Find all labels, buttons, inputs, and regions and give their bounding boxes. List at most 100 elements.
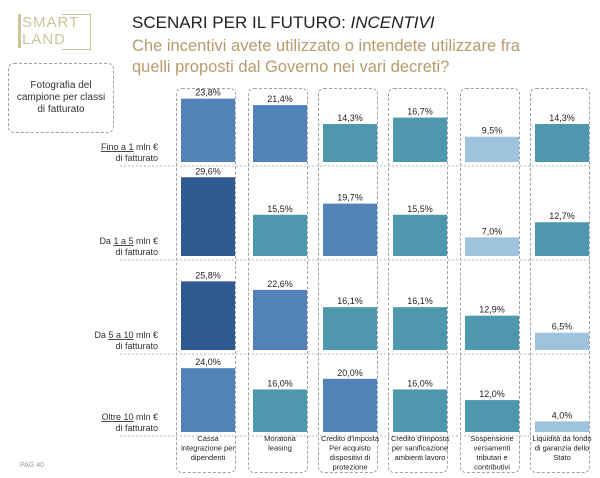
sample-legend-text: Fotografia del campione per classi di fa… xyxy=(16,80,106,115)
category-label-line: per sanificazione xyxy=(392,444,448,453)
row-label-sub: di fatturato xyxy=(115,423,158,433)
category-label-line: leasing xyxy=(268,444,292,453)
category-label-line: Per acquisto xyxy=(329,444,371,453)
column-frame-5 xyxy=(460,88,520,473)
category-label-line: Sospensione xyxy=(470,434,513,443)
bar xyxy=(323,123,377,162)
bar-value-label: 16,7% xyxy=(407,107,433,117)
bar-value-label: 20,0% xyxy=(337,368,363,378)
row-label-range: Fino a 1 xyxy=(101,142,134,152)
bar xyxy=(535,222,589,256)
bar-value-label: 12,7% xyxy=(549,211,575,221)
row-label-sub: di fatturato xyxy=(115,153,158,163)
bar-value-label: 15,5% xyxy=(267,204,293,214)
category-label-line: Liquidità da fondo xyxy=(532,434,591,443)
bar xyxy=(253,289,307,350)
bar-value-label: 14,3% xyxy=(549,113,575,123)
bar xyxy=(253,214,307,256)
bar-value-label: 9,5% xyxy=(482,126,503,136)
bar xyxy=(465,315,519,350)
bar xyxy=(393,389,447,432)
bar-value-label: 14,3% xyxy=(337,113,363,123)
category-label-line: versamenti xyxy=(474,444,511,453)
bar xyxy=(253,105,307,162)
bar xyxy=(253,389,307,432)
page-subtitle: Che incentivi avete utilizzato o intende… xyxy=(132,37,520,76)
bar xyxy=(323,378,377,432)
category-label-line: contributivi xyxy=(474,463,510,472)
row-label: Da 5 a 10 mln € xyxy=(94,330,158,340)
category-label-line: dipendenti xyxy=(191,453,226,462)
bar xyxy=(535,123,589,162)
page-title: SCENARI PER IL FUTURO: INCENTIVI xyxy=(132,13,435,33)
bar-value-label: 16,1% xyxy=(337,296,363,306)
category-label-line: integrazione per xyxy=(181,444,235,453)
column-frame-3 xyxy=(318,88,378,473)
category-label-line: Credito d'imposta xyxy=(391,434,450,443)
bar-value-label: 7,0% xyxy=(482,226,503,236)
page-number: PAG 40 xyxy=(20,462,44,469)
bar-value-label: 21,4% xyxy=(267,94,293,104)
bar xyxy=(323,307,377,350)
bar-value-label: 16,0% xyxy=(407,378,433,388)
category-label-line: di garanzia dello xyxy=(535,444,590,453)
bar-value-label: 19,7% xyxy=(337,193,363,203)
title-italic: INCENTIVI xyxy=(350,13,435,32)
row-label: Oltre 10 mln € xyxy=(101,412,158,422)
bar xyxy=(323,203,377,256)
bar-value-label: 24,0% xyxy=(195,357,221,367)
column-frame-1 xyxy=(176,88,236,473)
category-label: Sospensione versamenti tributari e contribu… xyxy=(470,434,513,472)
bar-value-label: 12,0% xyxy=(479,389,505,399)
bar-value-label: 25,8% xyxy=(195,270,221,280)
bar-value-label: 4,0% xyxy=(552,410,573,420)
bar xyxy=(465,237,519,256)
category-label-line: Credito d'imposta xyxy=(321,434,380,443)
logo-frame xyxy=(62,14,91,50)
category-label-line: protezione xyxy=(332,463,367,472)
logo-bar xyxy=(18,14,21,48)
row-label-unit: mln € xyxy=(133,330,158,340)
logo-line2: LAND xyxy=(22,31,67,48)
category-label: Credito d'imposta per sanificazione ambien… xyxy=(391,434,450,462)
row-label: Da 1 a 5 mln € xyxy=(99,236,158,246)
row-label-range: Oltre 10 xyxy=(101,412,133,422)
logo-line1: SMART xyxy=(22,14,80,31)
category-label: Liquidità da fondo di garanzia dello Stato xyxy=(532,434,591,462)
category-label-line: Cassa xyxy=(197,434,219,443)
column-frame-6 xyxy=(530,88,590,473)
category-label: Cassa integrazione per dipendenti xyxy=(181,434,235,462)
bar xyxy=(181,98,235,162)
bar xyxy=(465,136,519,162)
row-label-unit: mln € xyxy=(133,142,158,152)
bar xyxy=(181,368,235,432)
bar-value-label: 16,0% xyxy=(267,378,293,388)
bar xyxy=(181,281,235,350)
category-label: Moratoria leasing xyxy=(264,434,297,453)
row-label-pre: Da xyxy=(94,330,108,340)
row-label-range: 1 a 5 xyxy=(113,236,133,246)
row-label-sub: di fatturato xyxy=(115,247,158,257)
category-label: Credito d'imposta Per acquisto dispositivi… xyxy=(321,434,380,472)
row-label: Fino a 1 mln € xyxy=(101,142,158,152)
bar-value-label: 16,1% xyxy=(407,296,433,306)
category-label-line: Moratoria xyxy=(264,434,297,443)
bar-value-label: 12,9% xyxy=(479,305,505,315)
bar xyxy=(181,177,235,256)
bar-value-label: 22,6% xyxy=(267,279,293,289)
bar xyxy=(393,307,447,350)
category-label-line: ambienti lavoro xyxy=(395,453,446,462)
row-label-unit: mln € xyxy=(133,236,158,246)
title-plain: SCENARI PER IL FUTURO: xyxy=(132,13,351,32)
bar xyxy=(535,332,589,350)
row-label-range: 5 a 10 xyxy=(108,330,133,340)
smartland-logo: SMART LAND xyxy=(18,14,92,50)
sample-legend-box: Fotografia del campione per classi di fa… xyxy=(8,63,114,133)
bar xyxy=(535,421,589,432)
row-label-unit: mln € xyxy=(133,412,158,422)
bar-value-label: 29,6% xyxy=(195,166,221,176)
category-label-line: tributari e xyxy=(476,453,507,462)
row-label-sub: di fatturato xyxy=(115,341,158,351)
category-label-line: dispositivi di xyxy=(330,453,371,462)
